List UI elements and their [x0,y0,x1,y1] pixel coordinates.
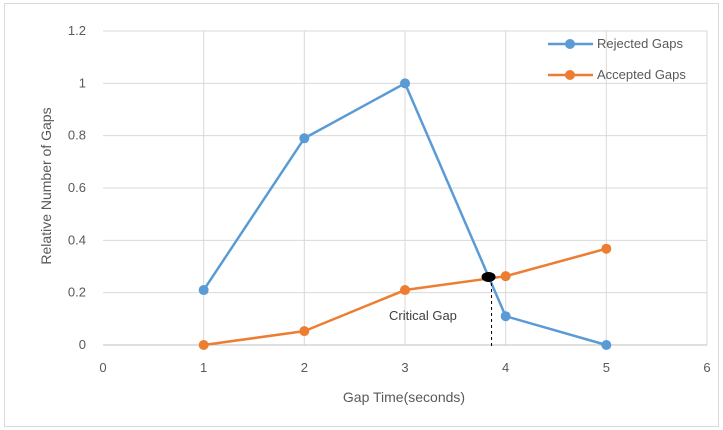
x-tick-label: 5 [603,360,610,375]
data-point-rejected [198,285,209,296]
legend: Rejected Gaps Accepted Gaps [548,36,686,82]
y-axis-label: Relative Number of Gaps [38,107,54,264]
legend-item-accepted: Accepted Gaps [548,67,686,82]
data-point-accepted [299,326,310,337]
critical-gap-point [481,271,496,282]
chart-frame [4,3,719,427]
x-tick-label: 6 [703,360,710,375]
y-tick-label: 1 [79,75,86,90]
y-tick-label: 0.8 [68,128,86,143]
y-tick-label: 0 [79,337,86,352]
x-tick-label: 4 [502,360,509,375]
critical-gap-annotation: Critical Gap [389,271,496,347]
y-tick-label: 0.6 [68,180,86,195]
y-tick-label: 0.2 [68,285,86,300]
x-tick-label: 0 [99,360,106,375]
data-point-accepted [601,243,612,254]
x-tick-label: 2 [301,360,308,375]
data-point-accepted [400,285,410,296]
data-point-accepted [198,340,209,350]
data-point-rejected [400,78,410,89]
series-group [198,78,612,350]
data-point-accepted [500,271,511,282]
legend-item-rejected: Rejected Gaps [548,36,683,51]
data-point-rejected [299,133,310,144]
x-tick-label: 1 [200,360,207,375]
legend-label-rejected: Rejected Gaps [597,36,683,51]
x-tick-labels: 0 1 2 3 4 5 6 [99,360,710,375]
x-tick-label: 3 [401,360,408,375]
y-tick-label: 0.4 [68,232,86,247]
critical-gap-label: Critical Gap [389,308,457,323]
data-point-rejected [500,311,511,322]
legend-marker-rejected [565,39,575,49]
y-tick-labels: 0 0.2 0.4 0.6 0.8 1 1.2 [68,23,86,352]
legend-marker-accepted [565,70,575,80]
x-axis-label: Gap Time(seconds) [343,389,465,405]
data-point-rejected [601,340,612,350]
legend-label-accepted: Accepted Gaps [597,67,686,82]
y-tick-label: 1.2 [68,23,86,38]
